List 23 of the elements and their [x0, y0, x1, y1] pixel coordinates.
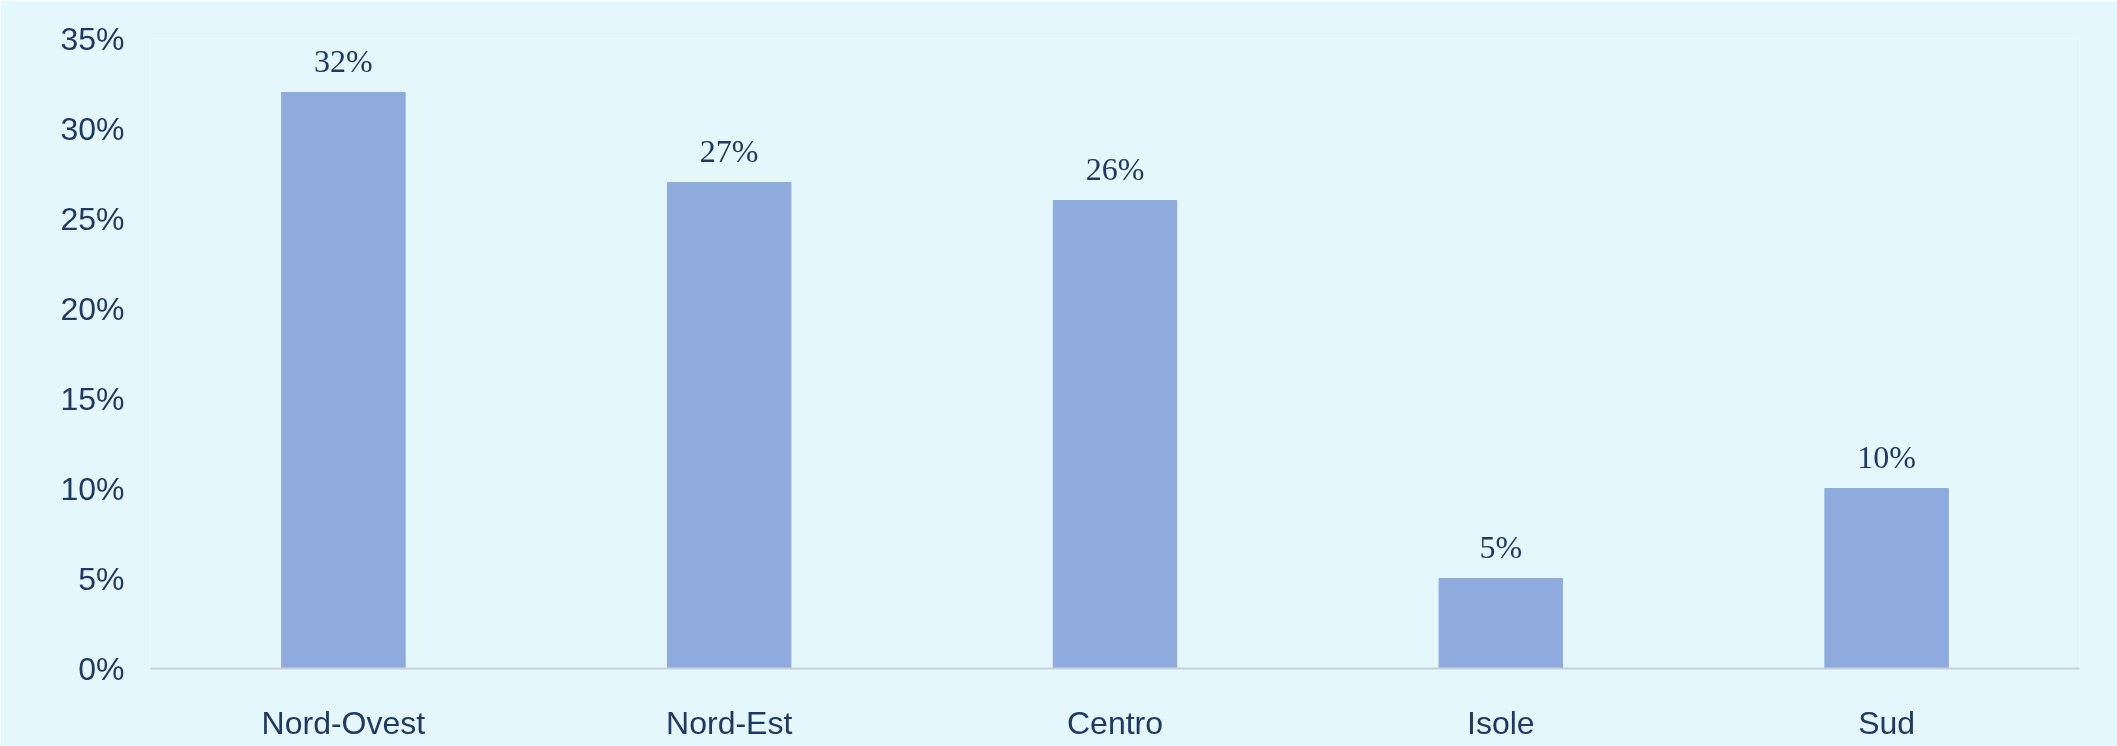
y-tick-label: 0% [78, 650, 125, 687]
data-label: 5% [1479, 528, 1523, 565]
data-label: 32% [314, 42, 373, 79]
x-tick-label: Centro [1066, 704, 1164, 741]
y-tick-label: 5% [78, 560, 125, 597]
bar [1052, 200, 1178, 669]
bar [666, 182, 792, 669]
y-tick-label: 15% [60, 380, 125, 417]
data-label: 26% [1085, 150, 1145, 187]
data-label: 27% [699, 132, 759, 169]
x-tick-label: Nord-Ovest [261, 704, 426, 741]
bar [1438, 578, 1564, 669]
y-tick-label: 30% [60, 110, 125, 147]
y-tick-label: 20% [60, 290, 125, 327]
bar [1824, 488, 1949, 669]
data-label: 10% [1857, 438, 1916, 475]
x-tick-label: Nord-Est [666, 704, 793, 741]
y-tick-label: 10% [60, 470, 125, 507]
x-tick-label: Sud [1858, 704, 1916, 741]
bar [281, 92, 406, 669]
x-tick-label: Isole [1467, 704, 1535, 741]
y-tick-label: 35% [60, 20, 125, 57]
y-tick-label: 25% [60, 200, 125, 237]
